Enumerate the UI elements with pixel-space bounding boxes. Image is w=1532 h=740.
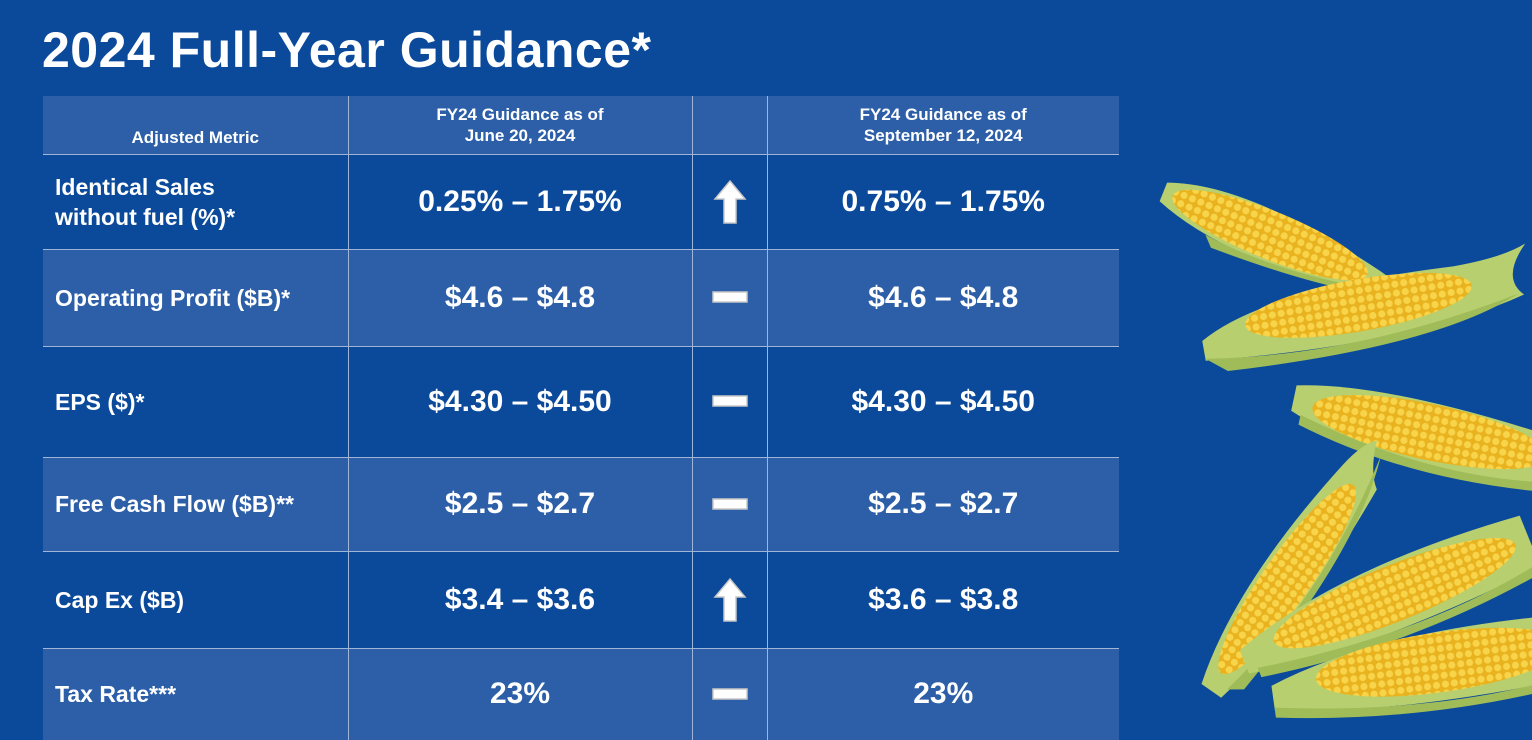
sept-value: 0.75% – 1.75% — [766, 153, 1119, 250]
header-change — [691, 96, 768, 155]
change-indicator — [691, 456, 768, 552]
table-row: Free Cash Flow ($B)** $2.5 – $2.7 $2.5 –… — [43, 456, 1119, 552]
dash-icon — [711, 395, 748, 408]
metric-label: Free Cash Flow ($B)** — [43, 456, 349, 552]
header-sept-line2: September 12, 2024 — [863, 125, 1023, 145]
june-value: $3.4 – $3.6 — [347, 550, 693, 649]
header-adjusted-metric: Adjusted Metric — [43, 96, 349, 155]
metric-label-line2: without fuel (%)* — [55, 203, 236, 230]
table-row: EPS ($)* $4.30 – $4.50 $4.30 – $4.50 — [43, 345, 1119, 458]
june-value: 23% — [347, 647, 693, 740]
june-value: $4.6 – $4.8 — [347, 248, 693, 347]
change-indicator — [691, 647, 768, 740]
june-value: $2.5 – $2.7 — [347, 456, 693, 552]
sept-value: $3.6 – $3.8 — [766, 550, 1119, 649]
sept-value: $2.5 – $2.7 — [766, 456, 1119, 552]
table-header-row: Adjusted Metric FY24 Guidance as of June… — [43, 96, 1119, 155]
dash-icon — [711, 291, 748, 304]
sept-value: 23% — [766, 647, 1119, 740]
metric-label: Operating Profit ($B)* — [43, 248, 349, 347]
up-arrow-icon — [712, 577, 747, 622]
header-june-line1: FY24 Guidance as of — [436, 104, 604, 124]
sept-value: $4.30 – $4.50 — [766, 345, 1119, 458]
corn-cobs-image — [1159, 182, 1532, 719]
change-indicator — [691, 248, 768, 347]
metric-label: EPS ($)* — [43, 345, 349, 458]
header-sept-guidance: FY24 Guidance as of September 12, 2024 — [766, 96, 1119, 155]
up-arrow-icon — [712, 179, 747, 224]
metric-label: Identical Sales — [55, 173, 215, 200]
metric-cell: Identical Sales without fuel (%)* — [43, 153, 349, 250]
page-title: 2024 Full-Year Guidance* — [42, 22, 652, 78]
table-row: Identical Sales without fuel (%)* 0.25% … — [43, 153, 1119, 250]
change-indicator — [691, 153, 768, 250]
dash-icon — [711, 688, 748, 700]
header-june-guidance: FY24 Guidance as of June 20, 2024 — [347, 96, 693, 155]
table-row: Cap Ex ($B) $3.4 – $3.6 $3.6 – $3.8 — [43, 550, 1119, 649]
change-indicator — [691, 345, 768, 458]
header-june-line2: June 20, 2024 — [464, 125, 576, 145]
june-value: 0.25% – 1.75% — [347, 153, 693, 250]
header-sept-line1: FY24 Guidance as of — [859, 104, 1027, 124]
sept-value: $4.6 – $4.8 — [766, 248, 1119, 347]
june-value: $4.30 – $4.50 — [347, 345, 693, 458]
table-row: Tax Rate*** 23% 23% — [43, 647, 1119, 740]
dash-icon — [711, 498, 748, 510]
change-indicator — [691, 550, 768, 649]
table-row: Operating Profit ($B)* $4.6 – $4.8 $4.6 … — [43, 248, 1119, 347]
metric-label: Tax Rate*** — [43, 647, 349, 740]
guidance-table: Adjusted Metric FY24 Guidance as of June… — [43, 96, 1119, 740]
metric-label: Cap Ex ($B) — [43, 550, 349, 649]
